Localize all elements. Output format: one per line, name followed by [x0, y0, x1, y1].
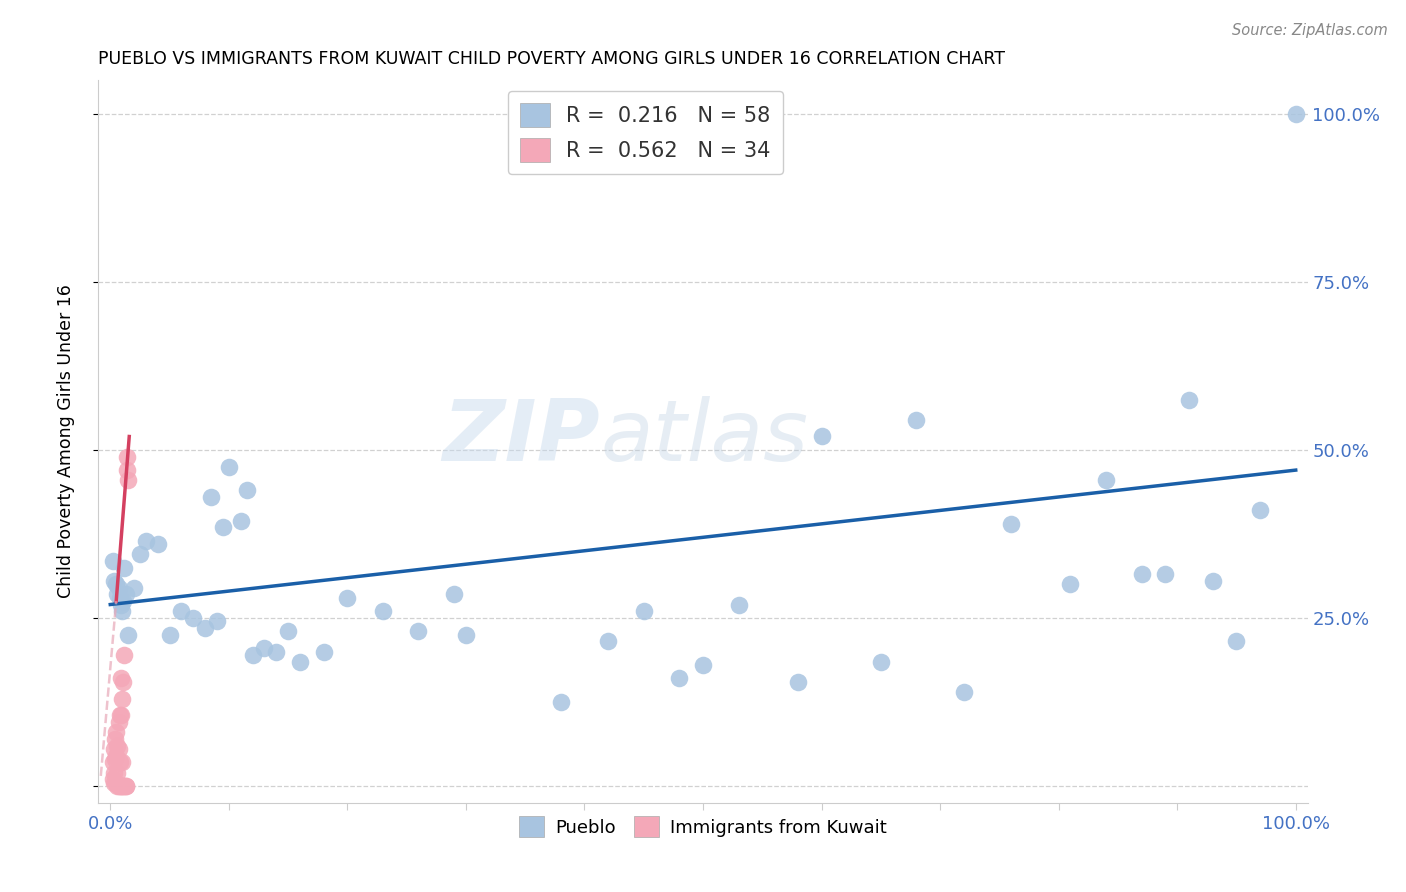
Point: [107, 779, 129, 793]
Point: [454, 628, 477, 642]
Point: [1285, 107, 1308, 121]
Point: [550, 695, 572, 709]
Point: [194, 621, 217, 635]
Point: [110, 779, 132, 793]
Point: [108, 591, 131, 605]
Point: [1249, 503, 1271, 517]
Point: [1059, 577, 1081, 591]
Point: [111, 691, 134, 706]
Point: [105, 748, 128, 763]
Point: [952, 685, 974, 699]
Point: [146, 537, 169, 551]
Point: [105, 779, 128, 793]
Text: Source: ZipAtlas.com: Source: ZipAtlas.com: [1232, 23, 1388, 38]
Point: [129, 547, 152, 561]
Point: [205, 615, 228, 629]
Point: [159, 628, 181, 642]
Point: [103, 765, 125, 780]
Point: [114, 587, 136, 601]
Point: [114, 560, 136, 574]
Point: [103, 775, 125, 789]
Point: [598, 634, 620, 648]
Legend: Pueblo, Immigrants from Kuwait: Pueblo, Immigrants from Kuwait: [512, 809, 894, 845]
Point: [235, 483, 257, 498]
Point: [105, 725, 128, 739]
Point: [105, 739, 128, 753]
Point: [114, 779, 136, 793]
Point: [105, 775, 128, 789]
Point: [253, 641, 276, 656]
Point: [111, 756, 134, 770]
Point: [218, 459, 240, 474]
Text: ZIP: ZIP: [443, 396, 600, 479]
Point: [111, 779, 134, 793]
Point: [105, 577, 128, 591]
Point: [1202, 574, 1225, 588]
Point: [869, 655, 891, 669]
Point: [786, 674, 808, 689]
Point: [105, 765, 128, 780]
Point: [112, 594, 135, 608]
Point: [264, 644, 287, 658]
Point: [1130, 567, 1153, 582]
Point: [101, 772, 124, 787]
Text: PUEBLO VS IMMIGRANTS FROM KUWAIT CHILD POVERTY AMONG GIRLS UNDER 16 CORRELATION : PUEBLO VS IMMIGRANTS FROM KUWAIT CHILD P…: [98, 50, 1005, 68]
Point: [277, 624, 299, 639]
Y-axis label: Child Poverty Among Girls Under 16: Child Poverty Among Girls Under 16: [56, 285, 75, 599]
Point: [668, 672, 690, 686]
Point: [181, 611, 204, 625]
Point: [105, 587, 128, 601]
Point: [727, 598, 749, 612]
Point: [111, 604, 134, 618]
Point: [103, 574, 125, 588]
Point: [110, 708, 132, 723]
Point: [117, 628, 139, 642]
Point: [212, 520, 235, 534]
Point: [1225, 634, 1247, 648]
Point: [371, 604, 394, 618]
Point: [288, 655, 311, 669]
Point: [101, 554, 124, 568]
Point: [336, 591, 359, 605]
Point: [104, 752, 127, 766]
Point: [101, 756, 124, 770]
Point: [112, 674, 135, 689]
Point: [1154, 567, 1177, 582]
Point: [229, 514, 252, 528]
Point: [135, 533, 157, 548]
Point: [114, 648, 136, 662]
Point: [242, 648, 264, 662]
Point: [115, 463, 138, 477]
Point: [1178, 392, 1201, 407]
Point: [108, 779, 131, 793]
Point: [110, 672, 132, 686]
Point: [692, 658, 714, 673]
Point: [122, 581, 145, 595]
Point: [112, 779, 135, 793]
Point: [1000, 516, 1022, 531]
Point: [170, 604, 193, 618]
Point: [103, 742, 125, 756]
Point: [200, 490, 222, 504]
Point: [108, 708, 131, 723]
Point: [114, 779, 136, 793]
Point: [107, 581, 129, 595]
Point: [104, 731, 127, 746]
Point: [1095, 473, 1118, 487]
Point: [905, 413, 928, 427]
Point: [408, 624, 430, 639]
Point: [108, 756, 131, 770]
Point: [443, 587, 465, 601]
Point: [117, 473, 139, 487]
Point: [115, 450, 138, 464]
Point: [633, 604, 655, 618]
Text: atlas: atlas: [600, 396, 808, 479]
Point: [114, 779, 136, 793]
Point: [110, 598, 132, 612]
Point: [810, 429, 832, 443]
Point: [312, 644, 335, 658]
Point: [107, 742, 129, 756]
Point: [107, 715, 129, 730]
